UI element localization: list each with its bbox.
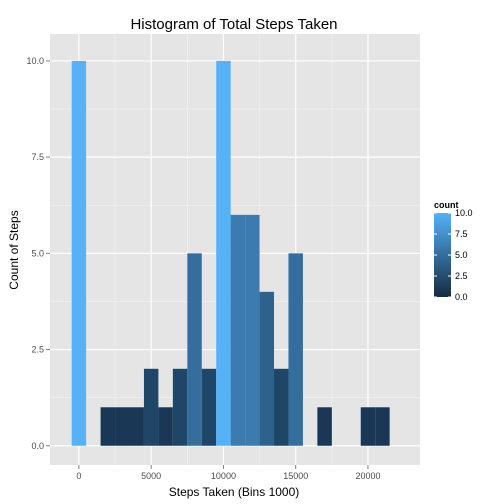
histogram-bar xyxy=(216,60,231,446)
x-tick-label: 0 xyxy=(76,471,81,481)
y-tick-label: 10.0 xyxy=(26,56,44,66)
y-tick-label: 7.5 xyxy=(31,152,44,162)
chart-title: Histogram of Total Steps Taken xyxy=(130,16,337,33)
x-tick-label: 20000 xyxy=(355,471,380,481)
y-axis-ticks: 0.0 2.5 5.0 7.5 10.0 xyxy=(26,56,50,451)
histogram-bar xyxy=(143,368,159,446)
legend: count 0.0 2.5 5.0 7.5 10.0 xyxy=(434,200,473,302)
legend-ticks: 0.0 2.5 5.0 7.5 10.0 xyxy=(434,208,473,302)
y-tick-label: 5.0 xyxy=(31,248,44,258)
histogram-bar xyxy=(288,253,303,446)
histogram-bar xyxy=(230,214,246,446)
histogram-bar xyxy=(201,368,217,446)
x-tick-label: 10000 xyxy=(211,471,236,481)
legend-colorbar xyxy=(434,213,451,297)
x-tick-label: 5000 xyxy=(141,471,161,481)
legend-tick-label: 7.5 xyxy=(455,229,468,239)
legend-tick-label: 0.0 xyxy=(455,292,468,302)
histogram-bar xyxy=(115,407,130,446)
histogram-bar xyxy=(274,368,289,446)
histogram-bar xyxy=(245,214,260,446)
histogram-bar xyxy=(129,407,144,446)
y-axis-title: Count of Steps xyxy=(7,210,21,289)
histogram-bar xyxy=(375,407,390,446)
histogram-bar xyxy=(71,60,87,446)
x-tick-label: 15000 xyxy=(283,471,308,481)
y-tick-label: 2.5 xyxy=(31,345,44,355)
histogram-bar xyxy=(172,368,188,446)
histogram-bar xyxy=(158,407,173,446)
histogram-bar xyxy=(259,291,275,446)
x-axis-title: Steps Taken (Bins 1000) xyxy=(169,485,300,499)
histogram-bar xyxy=(317,407,332,446)
y-tick-label: 0.0 xyxy=(31,441,44,451)
histogram-bar xyxy=(360,407,376,446)
legend-title: count xyxy=(434,200,459,210)
legend-tick-label: 10.0 xyxy=(455,208,473,218)
legend-tick-label: 2.5 xyxy=(455,271,468,281)
legend-tick-label: 5.0 xyxy=(455,250,468,260)
histogram-bar xyxy=(187,253,202,446)
histogram-bars xyxy=(71,60,390,446)
x-axis-ticks: 0 5000 10000 15000 20000 xyxy=(76,465,380,481)
histogram-bar xyxy=(100,407,116,446)
